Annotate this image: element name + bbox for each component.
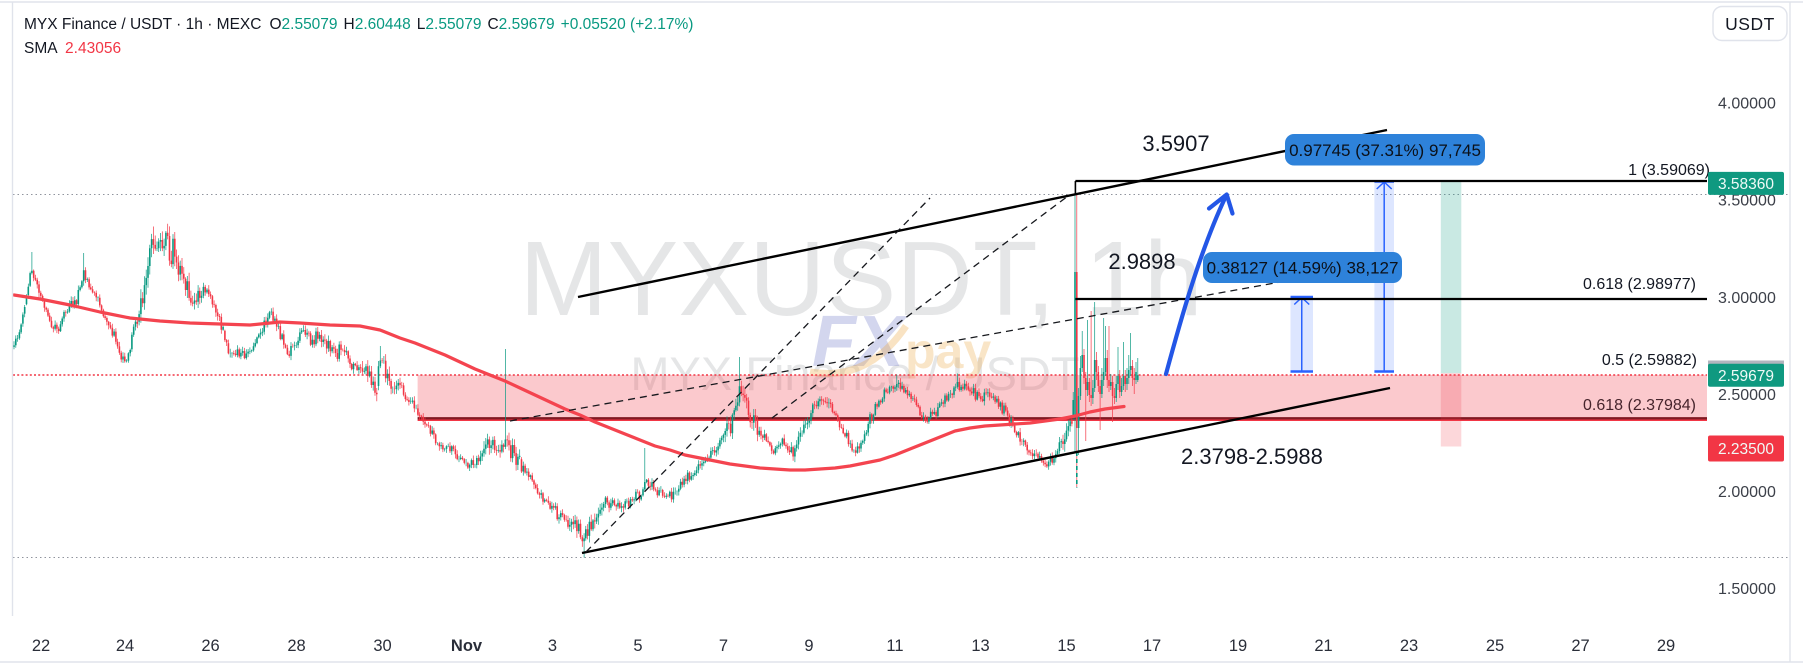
svg-text:Nov: Nov — [451, 637, 483, 655]
svg-text:SMA 2.43056: SMA 2.43056 — [24, 40, 121, 57]
svg-text:0.618 (2.37984): 0.618 (2.37984) — [1583, 397, 1696, 414]
svg-text:2.59679: 2.59679 — [1718, 368, 1774, 385]
svg-text:0.618 (2.98977): 0.618 (2.98977) — [1583, 276, 1696, 293]
svg-text:7: 7 — [719, 637, 728, 655]
svg-text:13: 13 — [971, 637, 989, 655]
svg-text:29: 29 — [1657, 637, 1675, 655]
svg-text:USDT: USDT — [1725, 14, 1775, 34]
svg-text:3.50000: 3.50000 — [1718, 193, 1776, 210]
svg-text:2.9898: 2.9898 — [1108, 249, 1175, 274]
svg-text:27: 27 — [1571, 637, 1589, 655]
svg-text:FX: FX — [812, 302, 908, 382]
svg-text:21: 21 — [1314, 637, 1332, 655]
svg-text:0.97745 (37.31%) 97,745: 0.97745 (37.31%) 97,745 — [1289, 141, 1481, 160]
svg-text:11: 11 — [886, 637, 903, 655]
svg-text:2.50000: 2.50000 — [1718, 387, 1776, 404]
svg-text:pay: pay — [905, 323, 991, 379]
svg-text:9: 9 — [804, 637, 813, 655]
svg-text:15: 15 — [1057, 637, 1075, 655]
svg-text:28: 28 — [287, 637, 305, 655]
svg-text:19: 19 — [1229, 637, 1247, 655]
svg-text:23: 23 — [1400, 637, 1418, 655]
svg-text:1.50000: 1.50000 — [1718, 581, 1776, 598]
svg-text:17: 17 — [1143, 637, 1161, 655]
svg-text:3.00000: 3.00000 — [1718, 290, 1776, 307]
svg-text:4.00000: 4.00000 — [1718, 96, 1776, 113]
svg-text:3: 3 — [548, 637, 557, 655]
svg-text:MYX Finance / USDT: MYX Finance / USDT — [630, 347, 1079, 400]
svg-text:3.5907: 3.5907 — [1142, 131, 1209, 156]
svg-text:2.3798-2.5988: 2.3798-2.5988 — [1181, 444, 1323, 469]
svg-text:2.00000: 2.00000 — [1718, 484, 1776, 501]
svg-text:0.5 (2.59882): 0.5 (2.59882) — [1602, 352, 1697, 369]
svg-text:5: 5 — [633, 637, 642, 655]
svg-text:24: 24 — [116, 637, 134, 655]
svg-text:22: 22 — [32, 637, 50, 655]
svg-text:2.23500: 2.23500 — [1718, 441, 1774, 458]
svg-text:1 (3.59069): 1 (3.59069) — [1628, 162, 1710, 179]
svg-text:0.38127 (14.59%) 38,127: 0.38127 (14.59%) 38,127 — [1207, 259, 1399, 278]
svg-text:3.58360: 3.58360 — [1718, 176, 1774, 193]
svg-text:25: 25 — [1486, 637, 1504, 655]
svg-text:30: 30 — [373, 637, 391, 655]
svg-text:26: 26 — [201, 637, 219, 655]
svg-text:MYX Finance / USDT · 1h · MEXC: MYX Finance / USDT · 1h · MEXC O2.55079 H2… — [24, 16, 693, 33]
